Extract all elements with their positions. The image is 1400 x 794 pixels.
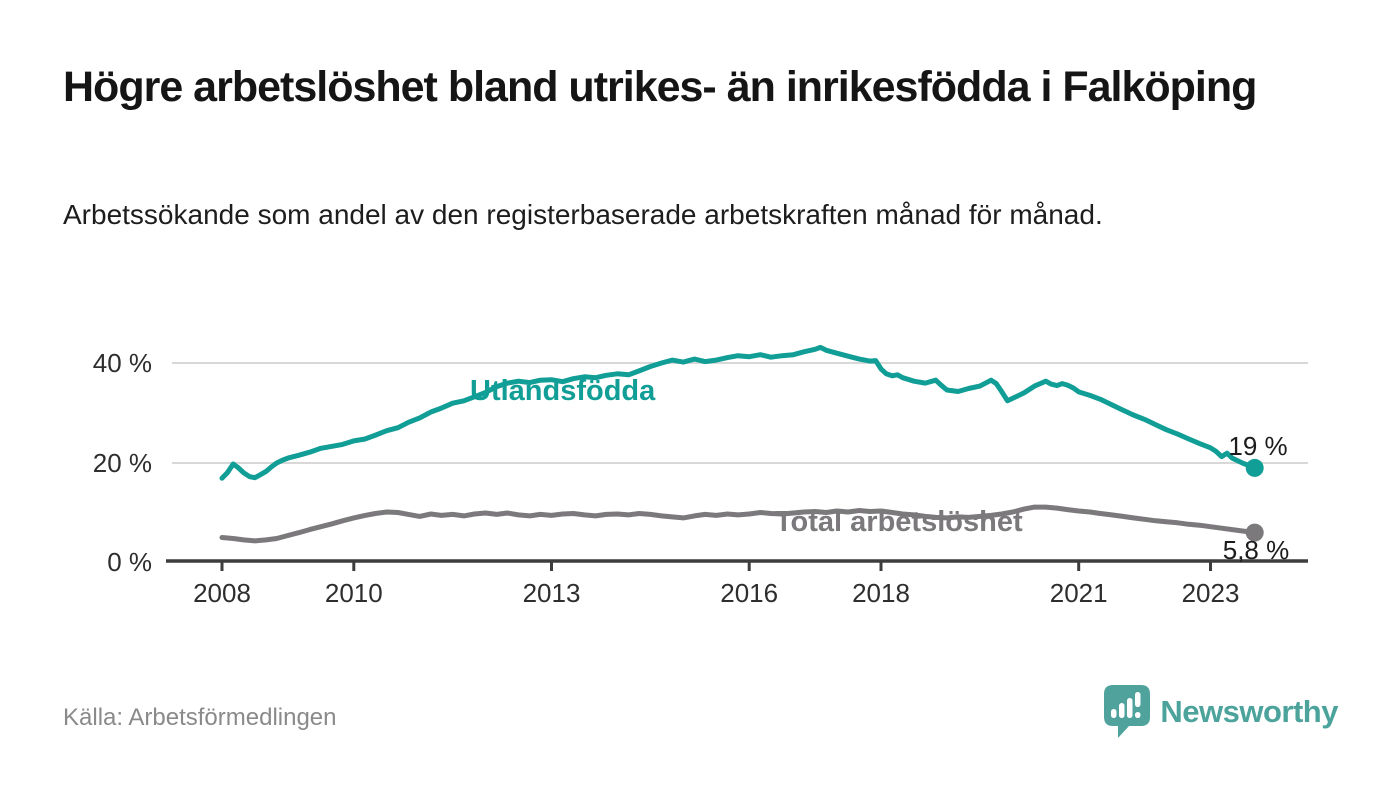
x-tick-label: 2008 xyxy=(193,578,251,608)
x-tick-label: 2021 xyxy=(1050,578,1108,608)
series-label-utlandsfodda: Utlandsfödda xyxy=(470,375,656,407)
x-tick-label: 2016 xyxy=(720,578,778,608)
y-tick-label-20: 20 % xyxy=(93,448,152,478)
y-tick-label-0: 0 % xyxy=(107,547,152,577)
series-end-dot-0 xyxy=(1245,458,1264,477)
x-tick-label: 2013 xyxy=(523,578,581,608)
logo-bar-medium xyxy=(1119,703,1125,718)
end-value-total: 5,8 % xyxy=(1223,535,1290,565)
series-line-0 xyxy=(219,344,1258,481)
y-tick-label-40: 40 % xyxy=(93,348,152,378)
line-chart: 2008 2010 2013 2016 2018 2021 2023 40 % 20 % 0… xyxy=(93,344,1308,608)
logo-exclamation-bar xyxy=(1135,692,1141,707)
x-tick-label: 2010 xyxy=(325,578,383,608)
newsworthy-brand: Newsworthy xyxy=(1103,684,1338,740)
logo-exclamation-dot xyxy=(1135,712,1141,718)
newsworthy-wordmark: Newsworthy xyxy=(1160,694,1338,729)
end-value-utlandsfodda: 19 % xyxy=(1228,431,1287,461)
newsworthy-logo-icon xyxy=(1104,685,1151,738)
series-end-dot-1 xyxy=(1245,523,1264,542)
x-axis-ticks: 2008 2010 2013 2016 2018 2021 2023 xyxy=(193,561,1239,608)
page-title: Högre arbetslöshet bland utrikes- än inr… xyxy=(63,63,1257,111)
source-note: Källa: Arbetsförmedlingen xyxy=(63,704,337,731)
x-tick-label: 2023 xyxy=(1182,578,1240,608)
series-label-total: Total arbetslöshet xyxy=(775,506,1023,538)
page-subtitle: Arbetssökande som andel av den registerb… xyxy=(63,199,1103,230)
logo-bar-small xyxy=(1111,709,1117,718)
series-line-1 xyxy=(219,504,1258,544)
logo-bar-large xyxy=(1127,698,1133,718)
series-layer xyxy=(219,344,1264,544)
x-tick-label: 2018 xyxy=(852,578,910,608)
